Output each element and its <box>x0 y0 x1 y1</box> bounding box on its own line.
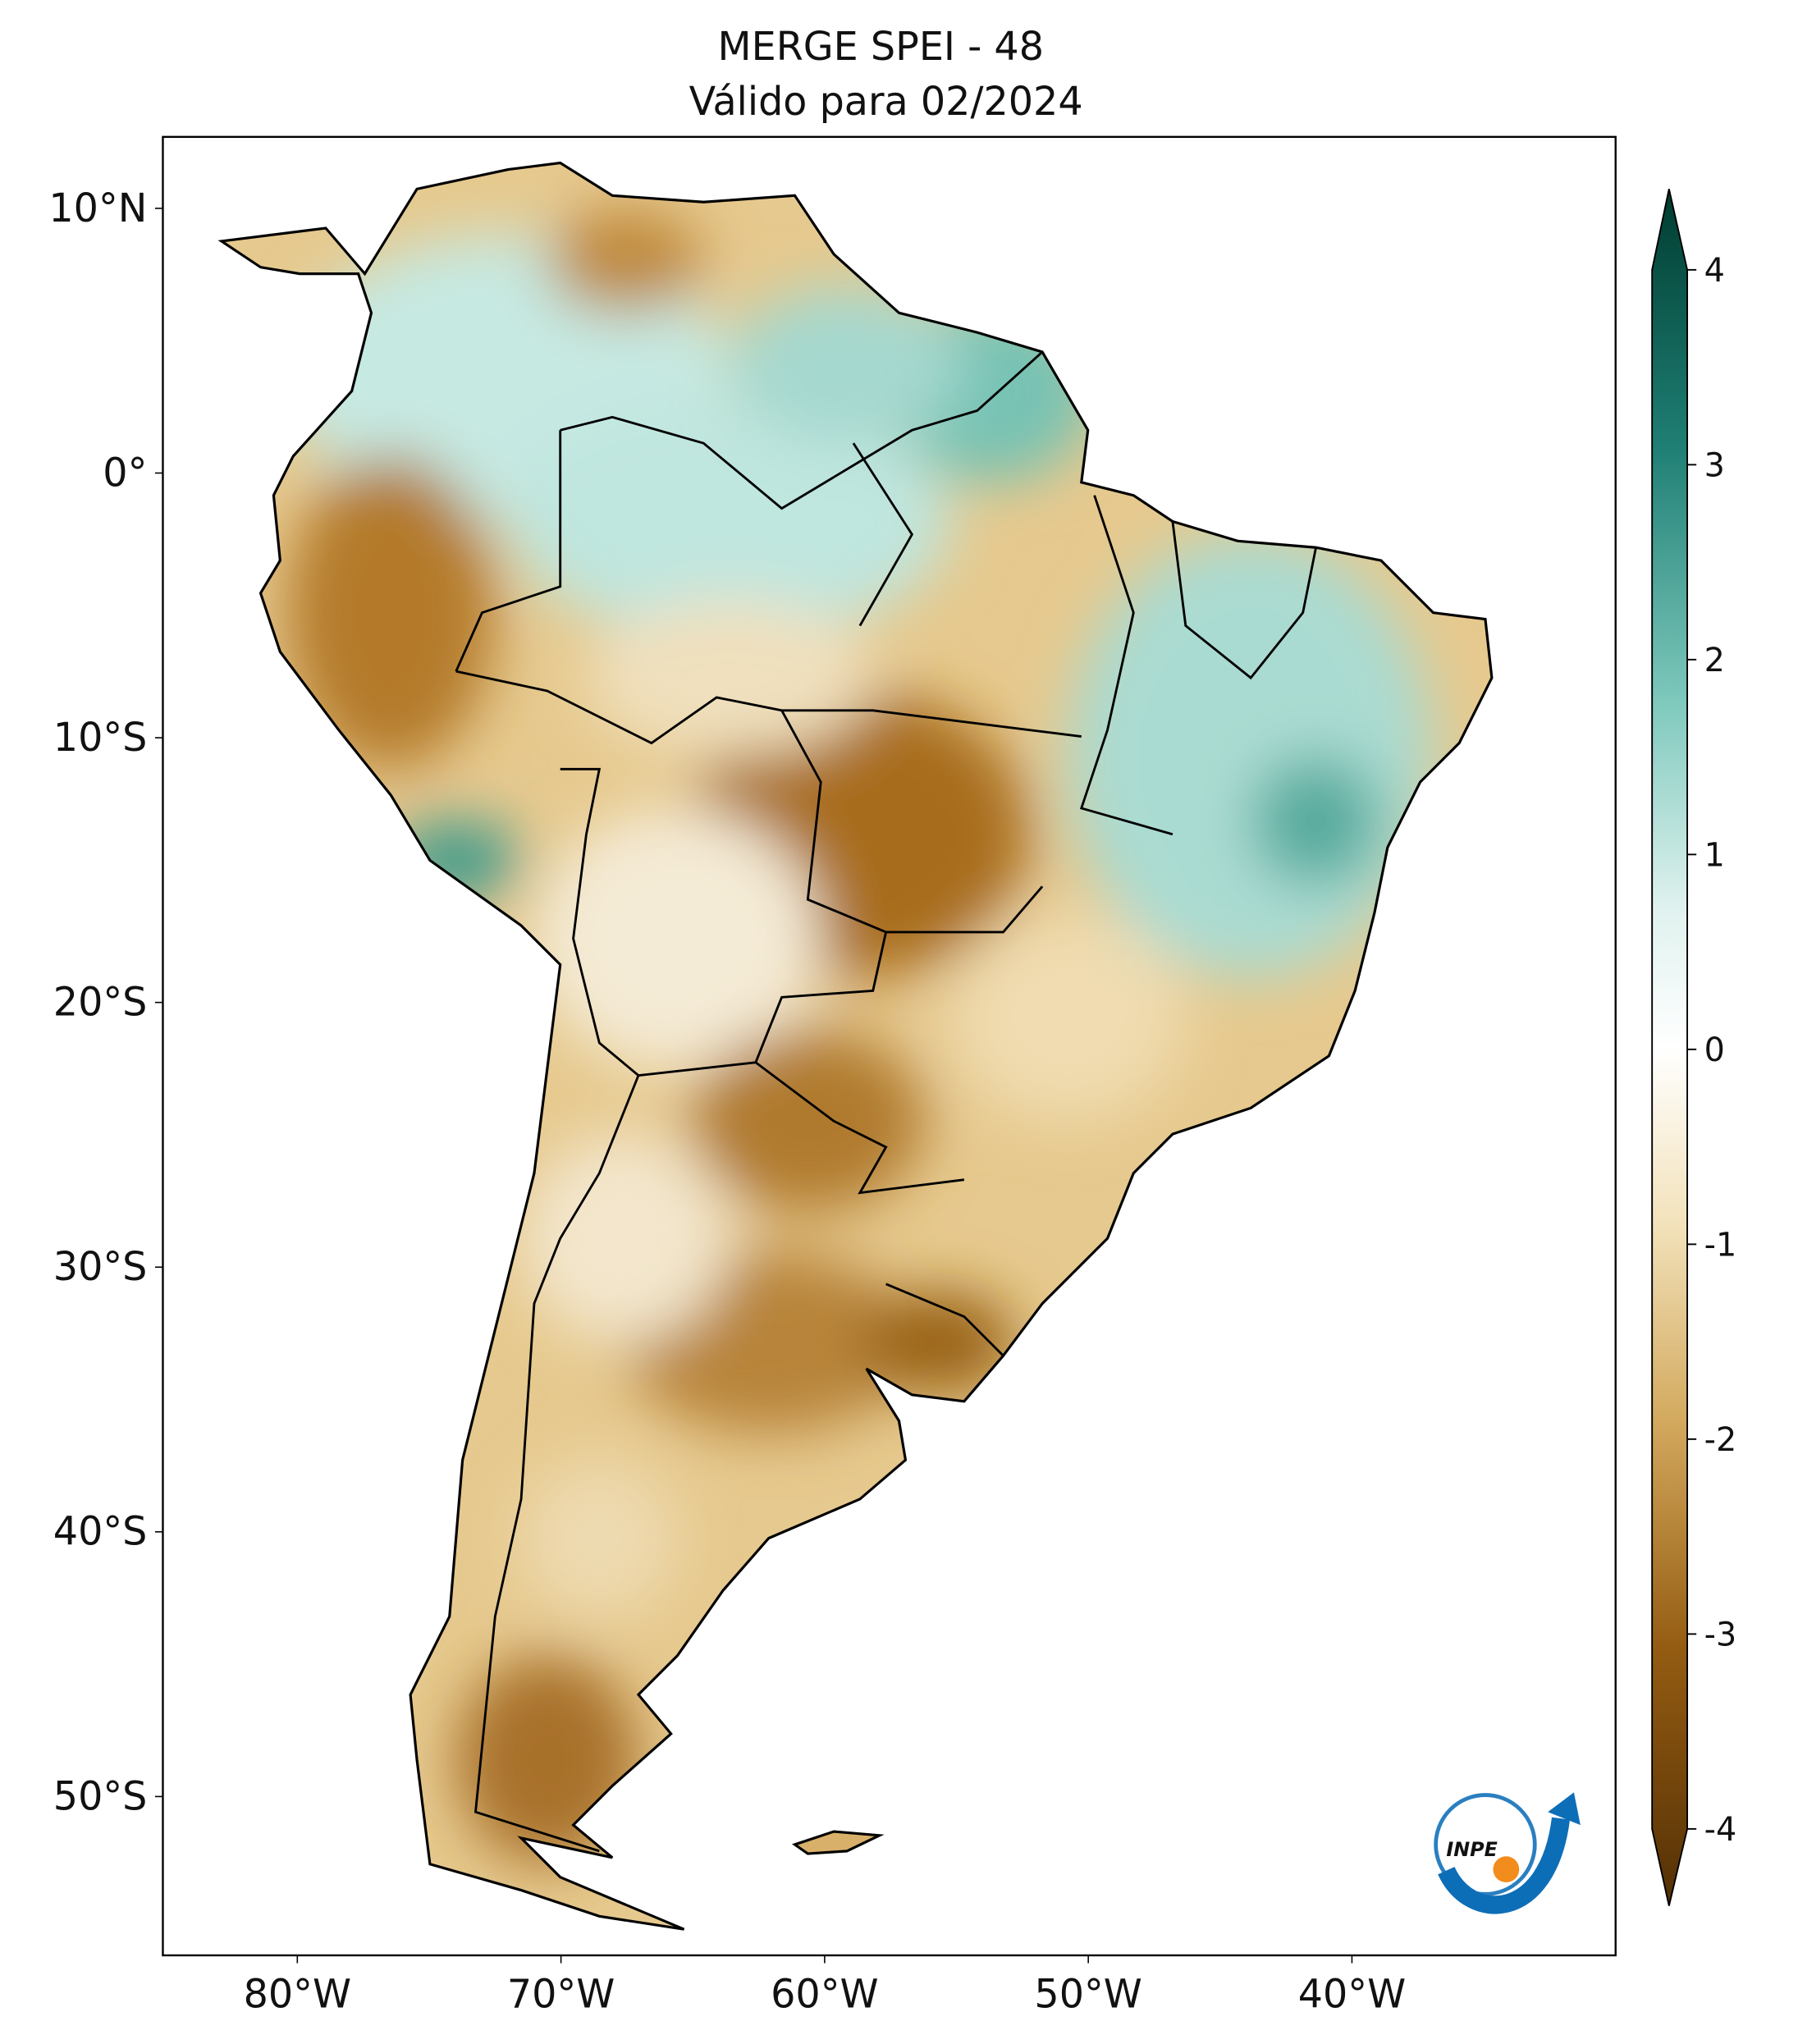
map-frame <box>162 135 1617 1957</box>
subtitle: Válido para 02/2024 <box>689 80 1083 125</box>
borders <box>455 350 1317 1853</box>
x-tick-label: 40°W <box>1298 1973 1406 2018</box>
colorbar-tick-label: -2 <box>1704 1421 1737 1459</box>
colorbar-tick-label: -4 <box>1704 1811 1737 1849</box>
x-tick-label: 80°W <box>244 1973 351 2018</box>
colorbar-body <box>1651 189 1688 1906</box>
y-tick-label: 10°N <box>48 186 147 231</box>
colorbar-tick-label: -1 <box>1704 1227 1737 1264</box>
colorbar-tick-label: 2 <box>1704 642 1725 679</box>
x-tick-label: 50°W <box>1034 1973 1141 2018</box>
title: MERGE SPEI - 48 <box>718 25 1044 70</box>
colorbar: 4 3 2 1 0 -1 -2 -3 -4 <box>1651 189 1737 1906</box>
logo-text: INPE <box>1446 1838 1497 1861</box>
y-tick-label: 50°S <box>53 1774 148 1819</box>
x-tick-label: 70°W <box>507 1973 615 2018</box>
colorbar-tick-label: 1 <box>1704 837 1725 875</box>
y-tick-label: 30°S <box>53 1245 148 1290</box>
y-tick-label: 0° <box>103 450 147 496</box>
inpe-logo: INPE <box>1434 1792 1581 1914</box>
colorbar-tick-label: -3 <box>1704 1616 1737 1654</box>
y-tick-label: 40°S <box>53 1510 148 1555</box>
falklands <box>791 1830 885 1855</box>
y-tick-label: 10°S <box>53 716 148 761</box>
x-tick-label: 60°W <box>771 1973 878 2018</box>
spei-field <box>221 162 1492 1930</box>
colorbar-tick-label: 0 <box>1704 1031 1725 1069</box>
colorbar-tick-label: 3 <box>1704 447 1725 485</box>
y-tick-label: 20°S <box>53 981 148 1026</box>
colorbar-tick-label: 4 <box>1704 252 1725 290</box>
